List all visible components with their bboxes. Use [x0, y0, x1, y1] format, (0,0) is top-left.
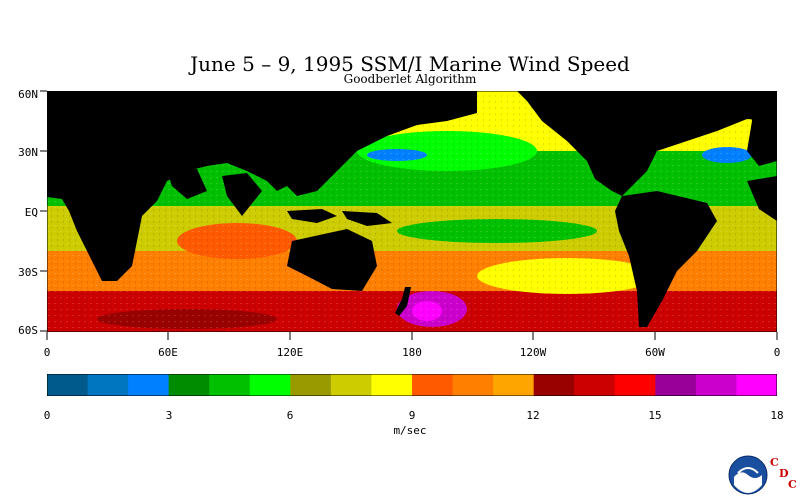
- lat-label-60n: 60N: [18, 88, 38, 101]
- indonesia-land: [287, 209, 392, 226]
- africa-right-land: [747, 176, 777, 221]
- page-subtitle: Goodberlet Algorithm: [343, 72, 477, 86]
- cdc-letter-d: D: [779, 467, 789, 480]
- scale-units: m/sec: [393, 424, 427, 437]
- color-scale-segment: [736, 374, 777, 396]
- color-scale-segment: [371, 374, 413, 396]
- color-scale-segment: [290, 374, 332, 396]
- color-scale-segment: [574, 374, 616, 396]
- color-scale-segment: [493, 374, 535, 396]
- scale-label-0: 0: [43, 409, 51, 422]
- color-scale-segment: [330, 374, 372, 396]
- color-scale-segment: [128, 374, 170, 396]
- south-america-land: [615, 191, 717, 327]
- color-scale-segment: [168, 374, 210, 396]
- wind-speed-map: [47, 91, 777, 332]
- new-zealand-land: [395, 287, 411, 316]
- arabia-india-land: [167, 169, 262, 216]
- color-scale-segment: [209, 374, 251, 396]
- color-scale-segment: [614, 374, 656, 396]
- color-scale-segment: [47, 374, 89, 396]
- lon-label-60w: 60W: [645, 346, 665, 359]
- lon-label-180: 180: [402, 346, 422, 359]
- cdc-letter-c1: C: [770, 456, 779, 469]
- color-scale-segment: [695, 374, 737, 396]
- eurasia-africa-land: [47, 91, 477, 281]
- color-scale-segment: [533, 374, 575, 396]
- australia-land: [287, 229, 377, 291]
- page-title: June 5 – 9, 1995 SSM/I Marine Wind Speed: [190, 52, 630, 76]
- lon-label-120w: 120W: [519, 346, 547, 359]
- north-america-land: [517, 91, 777, 196]
- color-scale-segment: [412, 374, 454, 396]
- lat-label-60s: 60S: [18, 324, 38, 337]
- scale-label-3: 3: [165, 409, 173, 422]
- scale-label-12: 12: [526, 409, 540, 422]
- noaa-logo: [728, 455, 768, 495]
- lon-label-0-right: 0: [773, 346, 781, 359]
- lon-label-120e: 120E: [276, 346, 304, 359]
- lat-label-30n: 30N: [18, 146, 38, 159]
- lat-label-eq: EQ: [24, 206, 38, 219]
- color-scale-bar: [47, 374, 777, 396]
- lat-label-30s: 30S: [18, 266, 38, 279]
- europe-land-right: [747, 91, 777, 166]
- lon-label-60e: 60E: [158, 346, 178, 359]
- color-scale-segment: [655, 374, 697, 396]
- scale-label-6: 6: [286, 409, 294, 422]
- cdc-letter-c2: C: [788, 478, 797, 491]
- color-scale-segment: [452, 374, 494, 396]
- scale-label-9: 9: [408, 409, 416, 422]
- scale-label-15: 15: [648, 409, 662, 422]
- color-scale-segment: [87, 374, 129, 396]
- lon-label-0-left: 0: [43, 346, 51, 359]
- scale-label-18: 18: [770, 409, 784, 422]
- color-scale-segment: [249, 374, 291, 396]
